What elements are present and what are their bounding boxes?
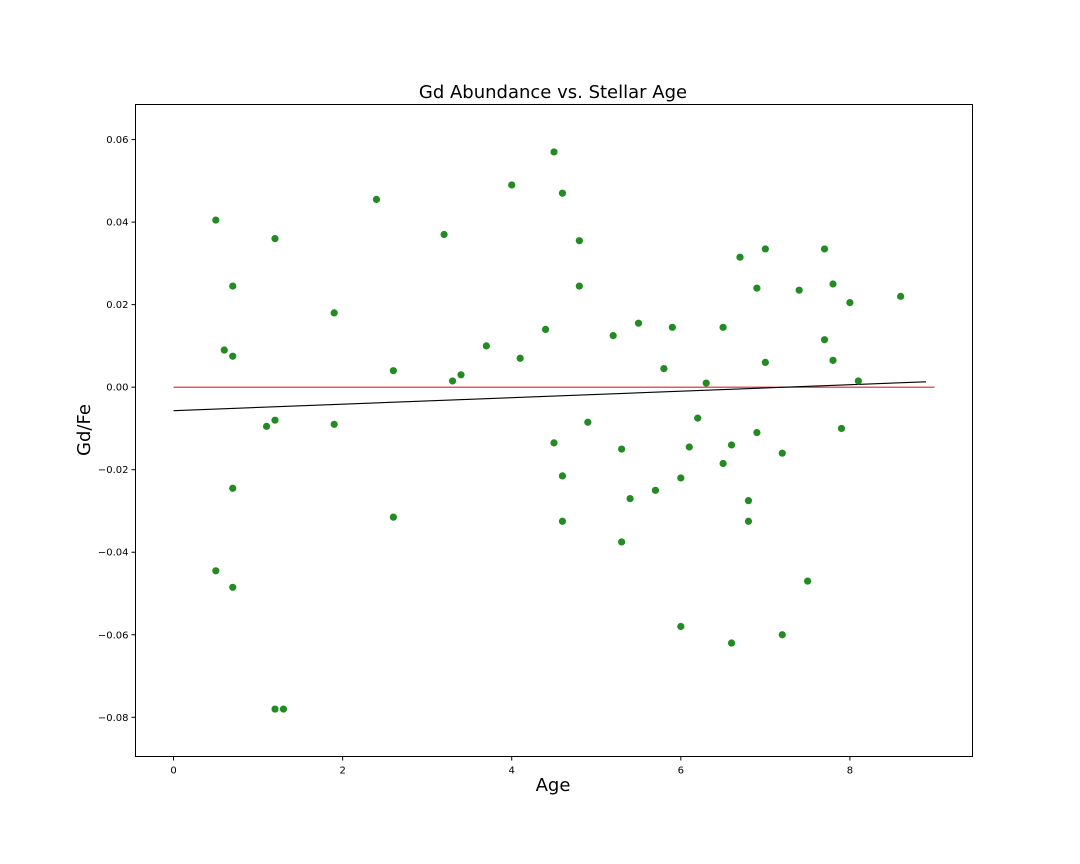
data-point <box>229 282 237 290</box>
data-point <box>897 292 905 300</box>
data-point <box>837 424 846 433</box>
data-point <box>212 216 220 224</box>
data-point <box>660 365 668 373</box>
data-point <box>727 441 736 449</box>
data-point <box>389 367 397 375</box>
data-point <box>795 286 803 294</box>
data-point <box>558 472 567 480</box>
data-point <box>271 705 279 713</box>
chart-title: Gd Abundance vs. Stellar Age <box>419 82 687 103</box>
data-point <box>744 517 753 525</box>
data-point <box>685 443 693 451</box>
data-point <box>330 309 338 317</box>
data-point <box>229 484 237 492</box>
data-point <box>804 577 812 585</box>
data-point <box>736 253 744 261</box>
data-point <box>575 282 583 290</box>
data-point <box>550 148 558 156</box>
data-point <box>829 356 837 364</box>
y-tick-label: −0.02 <box>98 465 129 476</box>
data-point <box>330 420 338 428</box>
data-point <box>727 639 736 647</box>
data-point <box>694 414 702 422</box>
data-point <box>753 428 761 437</box>
data-point <box>541 325 550 333</box>
data-point <box>820 336 829 344</box>
data-point <box>440 230 448 239</box>
x-axis-label: Age <box>536 775 571 796</box>
data-point <box>550 439 558 447</box>
x-tick-label: 4 <box>509 766 515 777</box>
y-tick-label: −0.04 <box>98 548 129 559</box>
data-point <box>719 459 727 468</box>
data-point <box>271 416 279 424</box>
data-point <box>626 494 634 503</box>
data-point <box>508 181 516 189</box>
plot-area <box>173 148 935 713</box>
data-point <box>854 377 862 385</box>
data-point <box>702 379 710 387</box>
data-point <box>372 195 381 204</box>
y-tick-label: 0.04 <box>106 218 128 229</box>
data-point <box>634 319 643 327</box>
data-point <box>778 449 786 457</box>
x-tick-label: 8 <box>847 766 853 777</box>
data-point <box>457 371 465 379</box>
data-point <box>744 497 753 505</box>
plot-frame <box>135 104 973 757</box>
data-point <box>609 331 617 340</box>
x-tick-label: 6 <box>678 766 684 777</box>
data-point <box>448 377 457 385</box>
data-point <box>618 445 626 453</box>
data-point <box>677 474 685 482</box>
data-point <box>212 567 220 575</box>
fit-line <box>173 381 927 412</box>
data-point <box>668 323 676 331</box>
data-point <box>584 418 592 426</box>
y-tick-label: 0.06 <box>106 135 128 146</box>
data-point <box>761 358 769 367</box>
data-point <box>651 486 660 494</box>
data-point <box>846 298 854 307</box>
x-tick-label: 2 <box>339 766 345 777</box>
data-point <box>389 513 397 521</box>
y-tick-label: −0.06 <box>98 630 129 641</box>
y-tick-label: −0.08 <box>98 713 129 724</box>
axis-ticks: 0 2 4 6 8 −0.08 −0.06 −0.04 −0.02 0.00 0.02 0.04 0.0… <box>98 135 853 776</box>
data-point <box>618 538 626 546</box>
data-point <box>778 631 786 639</box>
y-tick-label: 0.00 <box>106 383 128 394</box>
data-point <box>719 323 727 331</box>
data-point <box>516 354 524 362</box>
data-point <box>279 705 288 713</box>
y-axis-label: Gd/Fe <box>74 404 95 456</box>
data-point <box>262 422 271 430</box>
data-point <box>753 284 761 292</box>
y-tick-label: 0.02 <box>106 300 128 311</box>
data-point <box>677 622 685 631</box>
data-point <box>761 245 769 253</box>
x-tick-label: 0 <box>170 766 176 777</box>
data-point <box>271 235 279 243</box>
data-point <box>829 280 837 288</box>
data-point <box>220 346 228 354</box>
data-point <box>229 583 237 591</box>
data-point <box>575 237 583 245</box>
data-point <box>558 189 567 197</box>
data-point <box>229 352 237 360</box>
data-point <box>482 342 490 350</box>
data-point <box>558 517 567 525</box>
data-point <box>820 245 829 253</box>
